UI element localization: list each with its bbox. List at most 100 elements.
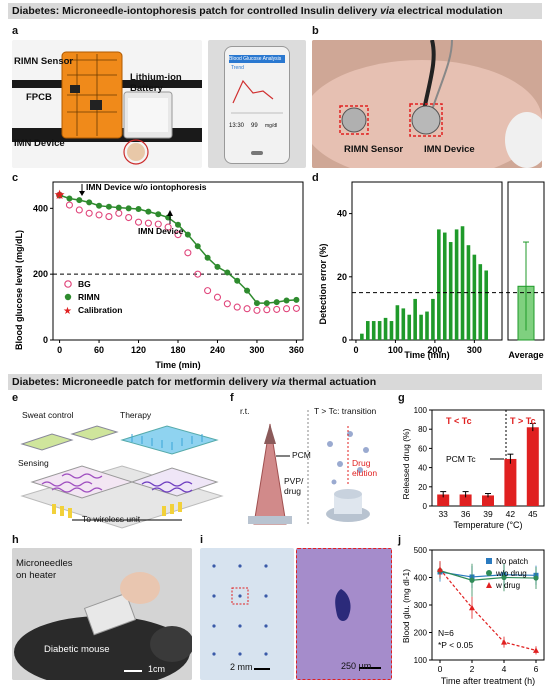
chart-g-ytick-label: 80 bbox=[418, 425, 427, 434]
chart-c-rimn-point bbox=[184, 231, 191, 238]
chart-c-rimn-point bbox=[263, 300, 270, 307]
label-transition: T > Tc: transition bbox=[314, 406, 377, 416]
chart-g-bar bbox=[459, 494, 472, 506]
microneedle-base bbox=[248, 516, 292, 524]
scale-bar-h bbox=[124, 670, 142, 672]
chart-c-bg-point bbox=[95, 211, 103, 219]
chart-j-p: *P < 0.05 bbox=[438, 640, 473, 650]
chart-c-rimn-point bbox=[273, 299, 280, 306]
chart-c-rimn-point bbox=[283, 297, 290, 304]
chart-g-ytick-label: 0 bbox=[423, 502, 428, 511]
chart-j-legend-marker-w-drug bbox=[486, 582, 492, 588]
chart-c-bg-point bbox=[283, 305, 291, 313]
chart-c-bg-point bbox=[65, 201, 73, 209]
chart-c-bg-point bbox=[115, 209, 123, 217]
phone-home-button[interactable] bbox=[251, 151, 263, 155]
chart-c-xtick-label: 240 bbox=[210, 345, 225, 355]
chart-d-bar bbox=[431, 298, 435, 340]
label-battery: Lithium-ion Battery bbox=[130, 72, 182, 94]
chart-d-bar bbox=[448, 242, 453, 340]
chart-d-bar bbox=[437, 229, 441, 340]
chart-c-bg-point bbox=[243, 305, 251, 313]
phone-time: 13:30 bbox=[229, 123, 245, 129]
chart-c-xtick-label: 0 bbox=[57, 345, 62, 355]
chart-j-legend-no-patch: No patch bbox=[496, 557, 528, 566]
chart-c-bg-point bbox=[164, 223, 172, 231]
label-fpcb: FPCB bbox=[26, 92, 52, 103]
microscopy-2mm: 2 mm bbox=[200, 548, 294, 680]
chart-g-ytick-label: 40 bbox=[418, 464, 427, 473]
chart-c-xlabel: Time (min) bbox=[155, 360, 200, 370]
chart-c-frame bbox=[52, 181, 304, 341]
chart-c-ytick-label: 0 bbox=[43, 335, 48, 345]
chart-c-rimn-point bbox=[214, 263, 221, 270]
chart-j-series-line bbox=[439, 570, 537, 581]
chart-d-bar bbox=[460, 226, 465, 340]
drug-particles bbox=[327, 431, 369, 485]
chart-d-bar bbox=[401, 308, 406, 340]
mouse-photo-illustration bbox=[312, 40, 542, 168]
chart-c-legend-marker-bg bbox=[64, 280, 72, 288]
chart-c-rimn-point bbox=[76, 197, 83, 204]
chart-c-arrowhead-mid bbox=[167, 210, 173, 216]
label-imn-device: IMN Device bbox=[14, 138, 65, 149]
chart-d-bar bbox=[395, 305, 400, 340]
panel-label-a: a bbox=[12, 25, 19, 37]
chart-d-average-label: Average bbox=[508, 350, 543, 360]
chart-j-series-line bbox=[439, 571, 537, 578]
panel-label-c: c bbox=[12, 172, 19, 184]
chart-c-bg-point bbox=[273, 305, 281, 313]
chart-c-bg-point bbox=[125, 213, 133, 222]
chart-j-legend: No patch w/o drug w drug bbox=[486, 557, 528, 590]
chart-c-annotation-top: IMN Device w/o iontophoresis bbox=[86, 182, 207, 192]
chart-c-bg-point bbox=[204, 287, 212, 295]
chart-c-bg-point bbox=[292, 304, 300, 312]
mouse-device-photo: RIMN Sensor IMN Device bbox=[312, 40, 542, 168]
chart-c-xtick-label: 120 bbox=[131, 345, 146, 355]
label-b-imn-device: IMN Device bbox=[424, 144, 475, 155]
chart-c-rimn-point bbox=[234, 277, 241, 284]
chart-c-rimn-point bbox=[224, 269, 231, 276]
chart-d-bar bbox=[484, 270, 489, 340]
chart-c-calibration-point: ★ bbox=[54, 187, 66, 202]
chart-c-rimn-point bbox=[115, 204, 122, 211]
chart-c-legend-bg: BG bbox=[78, 279, 91, 289]
chart-g-bar bbox=[437, 494, 450, 506]
chart-j-xtick-label: 0 bbox=[438, 664, 443, 674]
chart-c-rimn-point bbox=[135, 205, 142, 212]
chart-g-pcm-tc: PCM Tc bbox=[446, 454, 476, 464]
chart-d-xtick-label: 100 bbox=[388, 345, 403, 355]
chart-c-rimn-point bbox=[105, 203, 112, 210]
chart-c-rimn-point bbox=[253, 300, 260, 307]
electrode-pads bbox=[52, 502, 182, 518]
chart-c-rimn-point bbox=[56, 192, 63, 199]
panel-label-f: f bbox=[230, 392, 234, 404]
chart-g-xtick-label: 33 bbox=[438, 509, 448, 519]
chart-d-bar bbox=[466, 245, 471, 340]
chart-j-xtick-label: 2 bbox=[470, 664, 475, 674]
microscopy-2mm-dots bbox=[212, 564, 270, 670]
chart-j-point bbox=[533, 575, 539, 581]
chart-c-ylabel: Blood glucose level (mg/dL) bbox=[14, 230, 24, 350]
chart-c-xtick-label: 60 bbox=[94, 345, 104, 355]
panel-label-e: e bbox=[12, 392, 19, 404]
chart-c-bg-point bbox=[223, 300, 231, 308]
chart-d-bar bbox=[383, 317, 388, 340]
chart-c-bg-point bbox=[233, 303, 241, 311]
chart-c-bg-point bbox=[75, 206, 83, 214]
chart-glucose: Blood glucose level (mg/dL) 0 200 400 0 60 1… bbox=[14, 181, 304, 370]
chart-d-xlabel: Time (min) bbox=[404, 350, 449, 360]
phone-trend-graph bbox=[231, 79, 283, 114]
chart-c-rimn-point bbox=[145, 208, 152, 215]
chart-c-legend-marker-rimn bbox=[64, 293, 72, 301]
chart-d-xtick-label: 0 bbox=[353, 345, 358, 355]
chart-d-xtick-label: 300 bbox=[467, 345, 482, 355]
phone-tab-trend[interactable]: Trend bbox=[231, 65, 244, 71]
chart-d-bar bbox=[407, 314, 412, 340]
chart-c-rimn-point bbox=[66, 195, 73, 202]
chart-j-series-line bbox=[439, 568, 537, 651]
chart-d-bar bbox=[419, 314, 423, 340]
label-diabetic-mouse: Diabetic mouse bbox=[44, 644, 110, 655]
chart-c-rimn-line bbox=[59, 194, 297, 304]
phone-app-title: Blood Glucose Analysis bbox=[229, 55, 285, 63]
